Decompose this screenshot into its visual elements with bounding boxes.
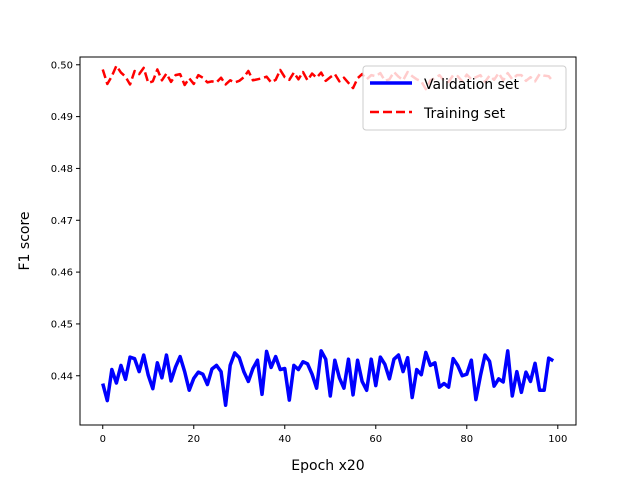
x-tick-label: 40 <box>278 434 291 445</box>
y-tick-label: 0.47 <box>51 216 73 227</box>
x-tick-label: 60 <box>369 434 382 445</box>
legend-box <box>362 65 567 131</box>
y-tick-label: 0.46 <box>51 268 73 279</box>
series-line-validation-set <box>101 349 555 408</box>
y-tick-label: 0.48 <box>51 164 73 175</box>
legend-label-training: Training set <box>423 106 506 122</box>
x-tick-label: 0 <box>100 434 106 445</box>
y-tick-label: 0.44 <box>51 371 73 382</box>
y-tick-label: 0.49 <box>51 112 73 123</box>
y-tick-label: 0.45 <box>51 319 73 330</box>
x-tick-label: 100 <box>548 434 567 445</box>
x-axis-label: Epoch x20 <box>291 458 364 474</box>
legend-label-validation: Validation set <box>424 77 519 93</box>
y-axis-label: F1 score <box>17 211 33 270</box>
legend: Validation set Training set <box>362 65 567 131</box>
plot-frame <box>79 56 577 426</box>
y-tick-label: 0.50 <box>51 60 73 71</box>
x-tick-label: 80 <box>460 434 473 445</box>
x-tick-label: 20 <box>187 434 200 445</box>
y-axis-ticks: 0.44 0.45 0.46 0.47 0.48 0.49 0.50 <box>51 60 80 382</box>
x-axis-ticks: 0 20 40 60 80 100 <box>100 425 567 445</box>
